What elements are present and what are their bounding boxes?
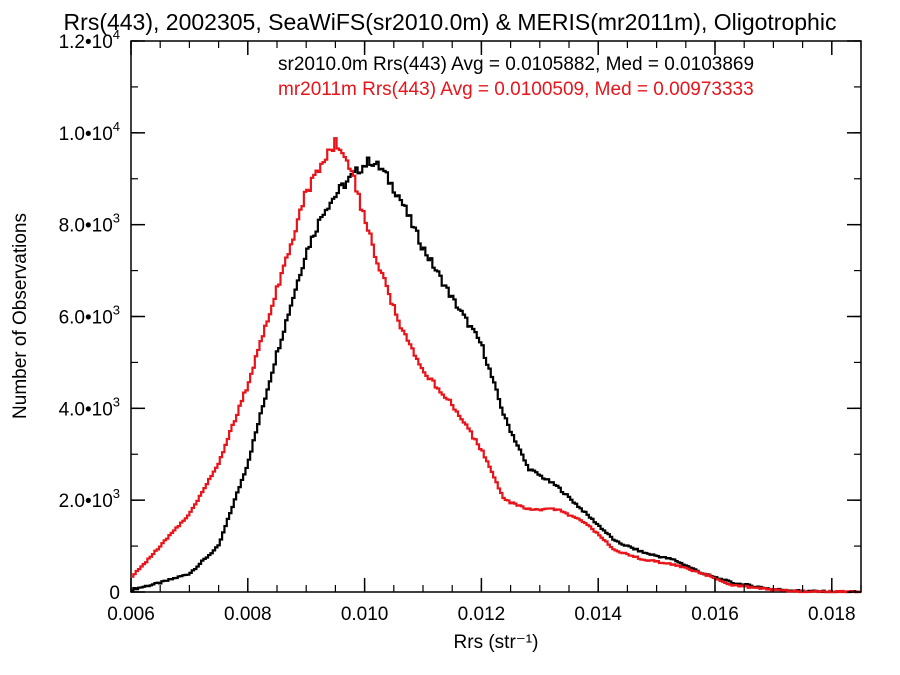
x-tick-label: 0.018 [808, 604, 856, 625]
y-tick-label: 1.0•104 [59, 119, 120, 145]
x-tick-label: 0.008 [224, 604, 272, 625]
series-line-0 [131, 156, 861, 594]
x-tick-label: 0.010 [341, 604, 389, 625]
x-tick-label: 0.014 [574, 604, 622, 625]
x-tick-label: 0.006 [107, 604, 155, 625]
x-tick-label: 0.012 [458, 604, 506, 625]
series-line-1 [131, 137, 861, 594]
y-tick-label: 4.0•103 [59, 394, 120, 420]
y-tick-label: 1.2•104 [59, 27, 120, 53]
x-tick-label: 0.016 [691, 604, 739, 625]
y-tick-label: 6.0•103 [59, 303, 120, 329]
y-axis-label: Number of Observations [10, 213, 31, 419]
x-ticks-layer: 0.006 0.008 0.010 0.012 0.014 0.016 0.018 [107, 41, 862, 625]
y-ticks-layer: 0 2.0•103 4.0•103 6.0•103 8.0•103 1.0•104 1.2•… [59, 27, 861, 604]
plot-frame [130, 40, 862, 593]
y-tick-label: 0 [109, 583, 120, 604]
series-layer [131, 137, 861, 594]
chart-title: Rrs(443), 2002305, SeaWiFS(sr2010.0m) & … [64, 9, 837, 35]
annotation-black: sr2010.0m Rrs(443) Avg = 0.0105882, Med … [278, 54, 754, 75]
y-tick-label: 2.0•103 [59, 486, 120, 512]
x-axis-label: Rrs (str⁻¹) [454, 632, 539, 653]
annotation-red: mr2011m Rrs(443) Avg = 0.0100509, Med = … [278, 79, 754, 100]
y-tick-label: 8.0•103 [59, 211, 120, 237]
